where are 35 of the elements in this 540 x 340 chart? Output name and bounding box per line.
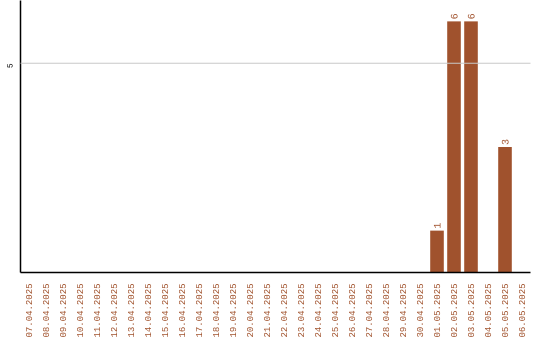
x-tick-label: 20.04.2025 [246, 283, 256, 338]
x-tick-label: 17.04.2025 [195, 283, 205, 338]
x-tick-label: 24.04.2025 [314, 283, 324, 338]
data-label: 6 [468, 13, 478, 20]
x-tick-label: 15.04.2025 [161, 283, 171, 338]
x-tick-label: 03.05.2025 [467, 283, 477, 338]
x-tick-label: 25.04.2025 [331, 283, 341, 338]
x-tick-label: 29.04.2025 [399, 283, 409, 338]
x-tick-label: 11.04.2025 [93, 283, 103, 338]
ref-line-label: 5 [6, 63, 16, 68]
x-tick-label: 27.04.2025 [365, 283, 375, 338]
x-tick-label: 05.05.2025 [501, 283, 511, 338]
x-tick-label: 30.04.2025 [416, 283, 426, 338]
x-tick-label: 13.04.2025 [127, 283, 137, 338]
x-tick-label: 22.04.2025 [280, 283, 290, 338]
data-label: 3 [502, 138, 512, 145]
x-tick-label: 26.04.2025 [348, 283, 358, 338]
x-tick-label: 16.04.2025 [178, 283, 188, 338]
x-tick-label: 23.04.2025 [297, 283, 307, 338]
x-tick-label: 04.05.2025 [484, 283, 494, 338]
x-tick-label: 02.05.2025 [450, 283, 460, 338]
x-tick-label: 09.04.2025 [59, 283, 69, 338]
data-label: 6 [450, 13, 462, 20]
data-label: 1 [434, 222, 444, 229]
x-tick-label: 21.04.2025 [263, 283, 273, 338]
x-tick-label: 28.04.2025 [382, 283, 392, 338]
x-tick-label: 18.04.2025 [212, 283, 222, 338]
x-tick-label: 14.04.2025 [144, 283, 154, 338]
x-tick-label: 12.04.2025 [110, 283, 120, 338]
x-tick-label: 08.04.2025 [42, 283, 52, 338]
x-tick-label: 07.04.2025 [25, 283, 35, 338]
x-tick-label: 19.04.2025 [229, 283, 239, 338]
x-tick-label: 10.04.2025 [76, 283, 86, 338]
x-tick-label: 01.05.2025 [433, 283, 443, 338]
x-tick-label: 06.05.2025 [518, 283, 528, 338]
